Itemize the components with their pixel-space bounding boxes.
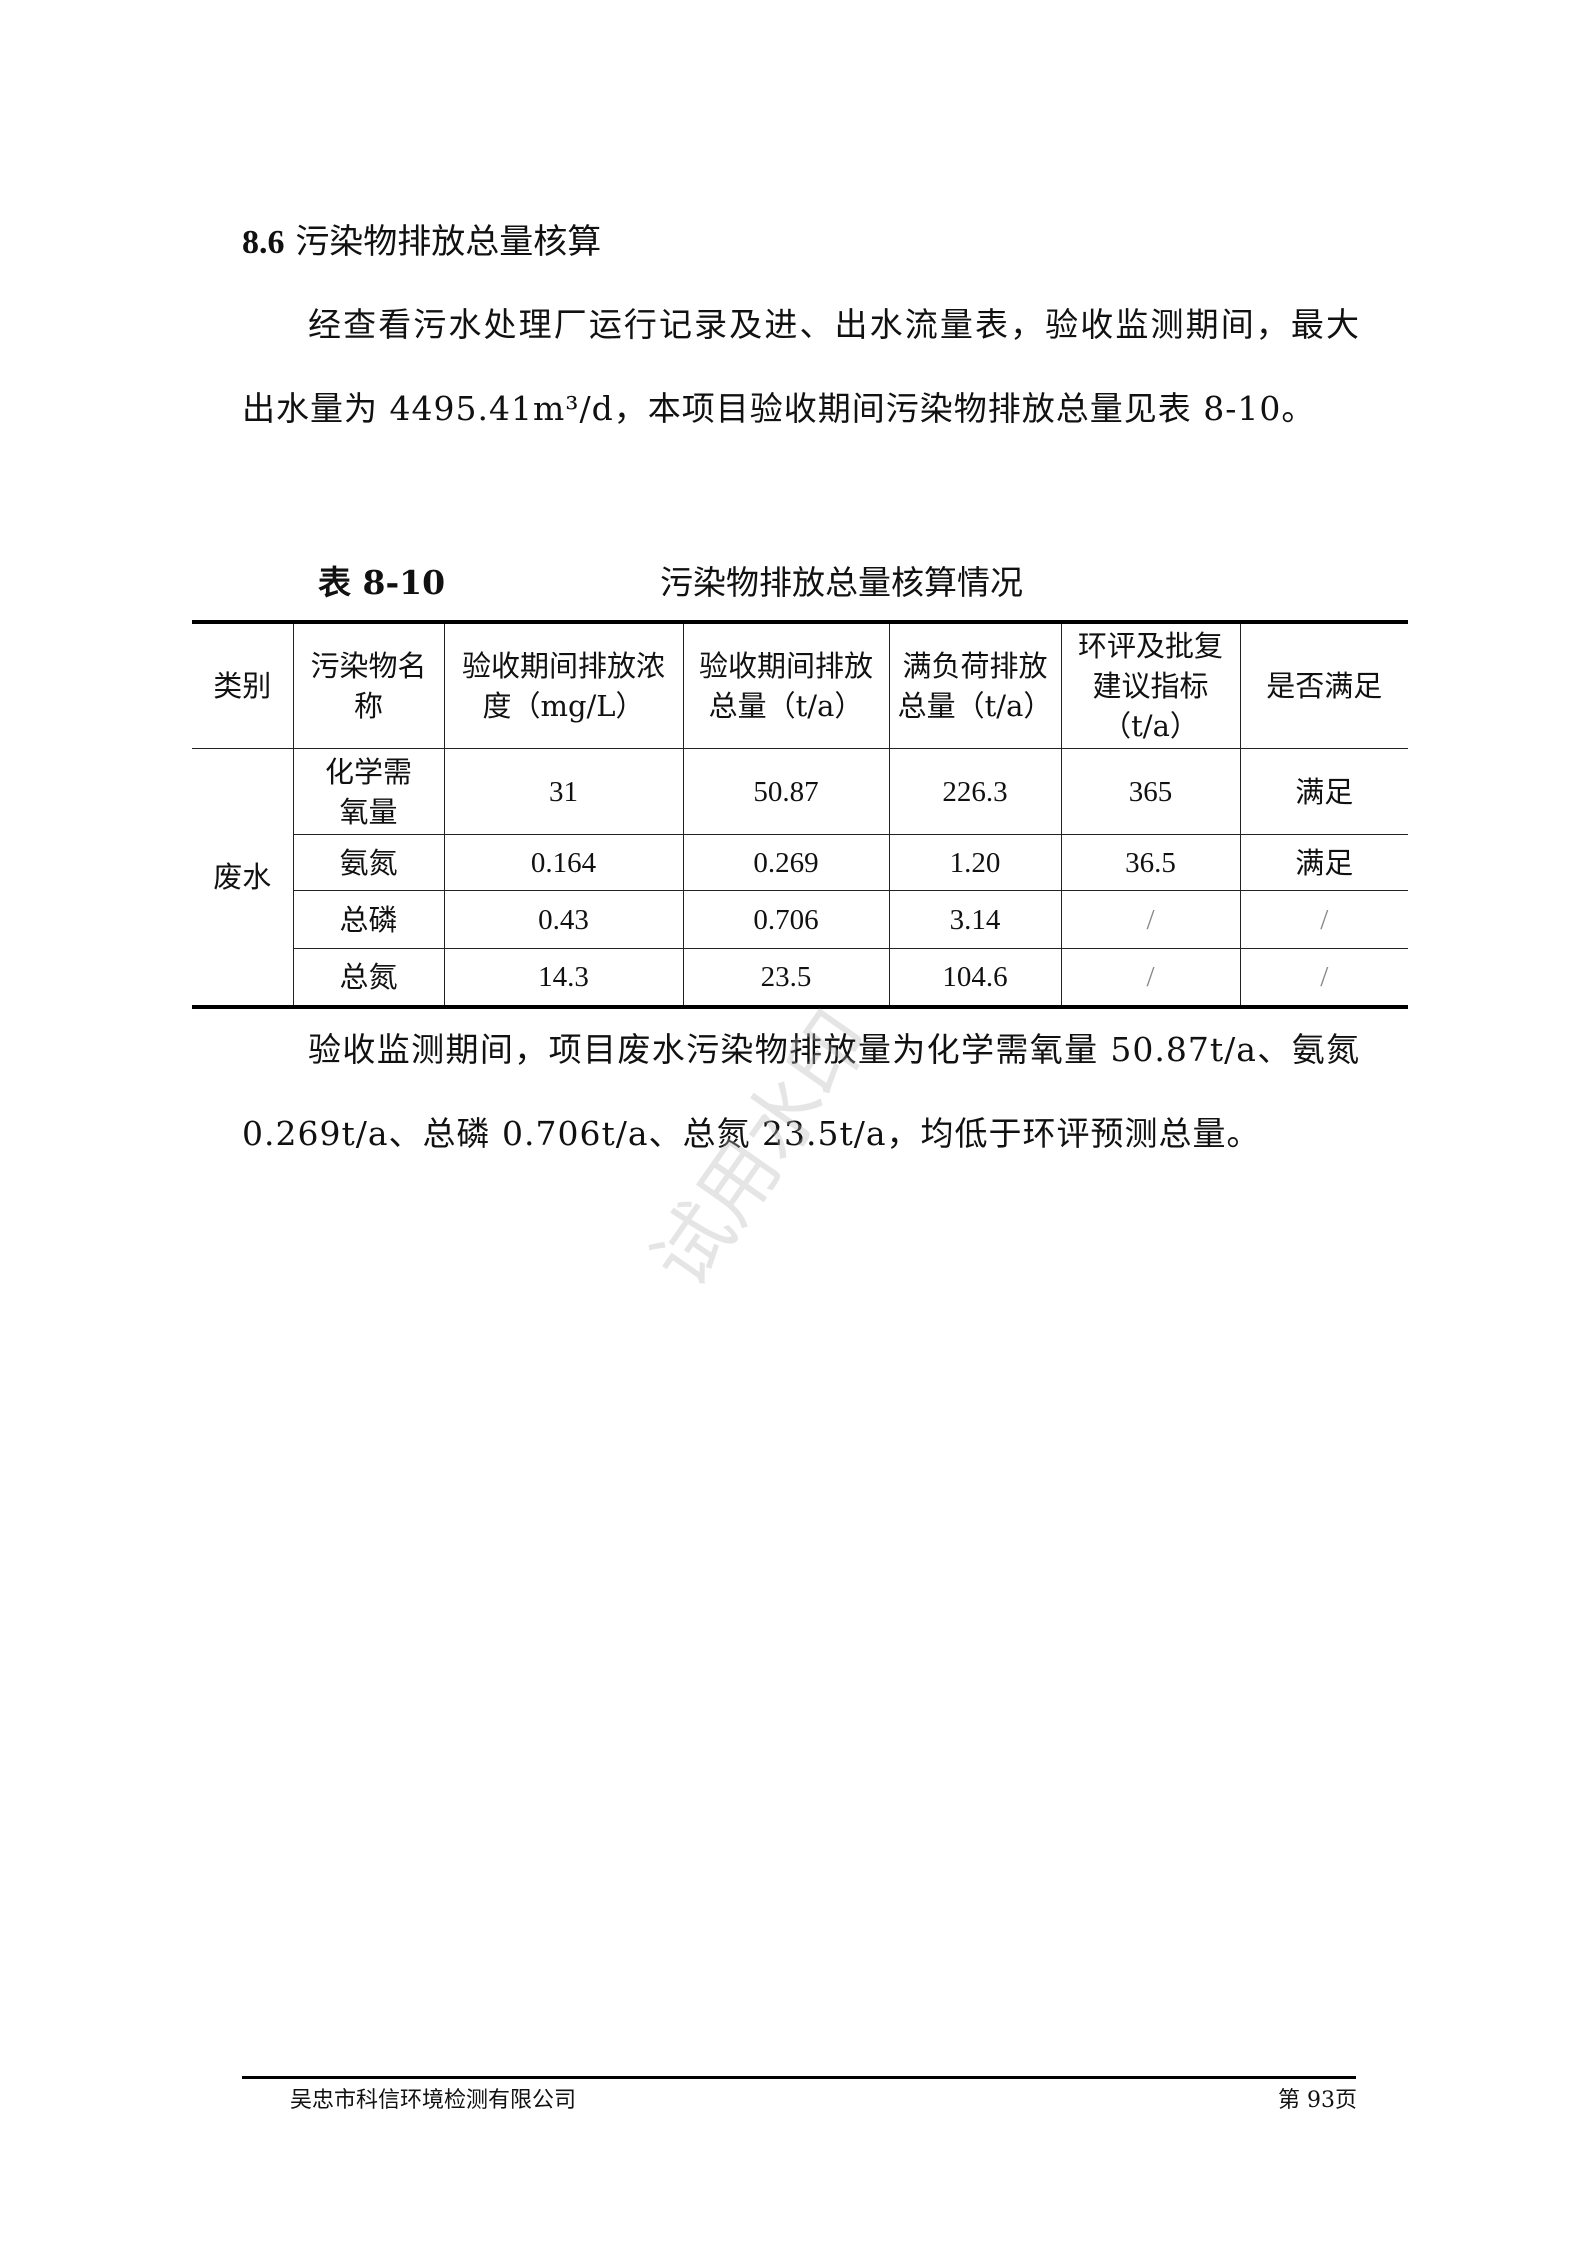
header-limit: 环评及批复建议指标（t/a） xyxy=(1060,621,1241,749)
full-load-cell: 1.20 xyxy=(888,834,1062,891)
footer-divider xyxy=(242,2076,1356,2079)
table-row: 总磷 0.43 0.706 3.14 / / xyxy=(192,890,1408,949)
table-title: 污染物排放总量核算情况 xyxy=(660,563,1023,602)
section-heading: 8.6 污染物排放总量核算 xyxy=(242,214,601,263)
emission-table: 类别 污染物名称 验收期间排放浓度（mg/L） 验收期间排放总量（t/a） 满负… xyxy=(192,620,1408,1009)
limit-cell: 36.5 xyxy=(1060,834,1241,891)
limit-cell: 365 xyxy=(1060,748,1241,835)
conc-cell: 0.43 xyxy=(443,890,684,949)
full-load-cell: 226.3 xyxy=(888,748,1062,835)
ok-cell: 满足 xyxy=(1239,834,1408,891)
total-cell: 23.5 xyxy=(682,948,890,1007)
conclusion-paragraph: 验收监测期间，项目废水污染物排放量为化学需氧量 50.87t/a、氨氮 0.26… xyxy=(242,1030,1360,1153)
full-load-cell: 104.6 xyxy=(888,948,1062,1007)
total-cell: 0.269 xyxy=(682,834,890,891)
pollutant-cell: 总磷 xyxy=(293,890,445,949)
header-total: 验收期间排放总量（t/a） xyxy=(682,621,890,749)
section-number: 8.6 xyxy=(242,224,285,261)
header-pollutant: 污染物名称 xyxy=(292,621,445,749)
total-cell: 0.706 xyxy=(682,890,890,949)
table-row: 氨氮 0.164 0.269 1.20 36.5 满足 xyxy=(192,834,1408,891)
total-cell: 50.87 xyxy=(682,748,890,835)
footer-page-number: 第 93页 xyxy=(1278,2088,1357,2113)
pollutant-cell: 总氮 xyxy=(293,948,445,1007)
conc-cell: 0.164 xyxy=(443,834,684,891)
ok-cell: / xyxy=(1239,890,1408,949)
ok-cell: 满足 xyxy=(1239,748,1408,835)
limit-cell: / xyxy=(1060,890,1241,949)
ok-cell: / xyxy=(1239,948,1408,1007)
header-satisfied: 是否满足 xyxy=(1239,621,1408,749)
header-category: 类别 xyxy=(192,621,294,749)
table-row: 总氮 14.3 23.5 104.6 / / xyxy=(192,948,1408,1007)
intro-paragraph: 经查看污水处理厂运行记录及进、出水流量表，验收监测期间，最大出水量为 4495.… xyxy=(242,305,1360,428)
pollutant-cell: 氨氮 xyxy=(293,834,445,891)
header-concentration: 验收期间排放浓度（mg/L） xyxy=(443,621,684,749)
category-cell: 废水 xyxy=(192,748,294,1007)
table-label: 表 8-10 xyxy=(318,563,446,602)
pollutant-cell: 化学需氧量 xyxy=(292,748,445,835)
table-row: 废水 化学需氧量 31 50.87 226.3 365 满足 xyxy=(192,748,1408,1007)
full-load-cell: 3.14 xyxy=(888,890,1062,949)
conc-cell: 14.3 xyxy=(443,948,684,1007)
footer-company: 吴忠市科信环境检测有限公司 xyxy=(290,2088,577,2113)
limit-cell: / xyxy=(1060,948,1241,1007)
header-full-load: 满负荷排放总量（t/a） xyxy=(888,621,1062,749)
conc-cell: 31 xyxy=(443,748,684,835)
table-header-row: 类别 污染物名称 验收期间排放浓度（mg/L） 验收期间排放总量（t/a） 满负… xyxy=(192,621,1408,749)
section-title: 污染物排放总量核算 xyxy=(295,222,602,262)
